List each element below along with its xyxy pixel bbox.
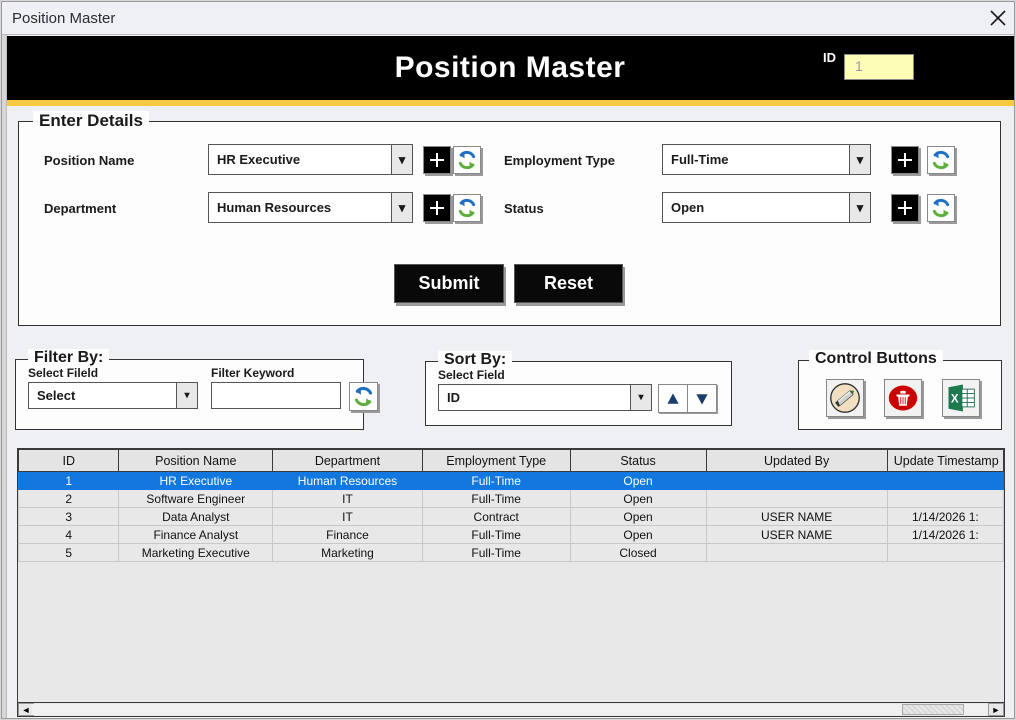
svg-text:X: X: [951, 393, 959, 405]
